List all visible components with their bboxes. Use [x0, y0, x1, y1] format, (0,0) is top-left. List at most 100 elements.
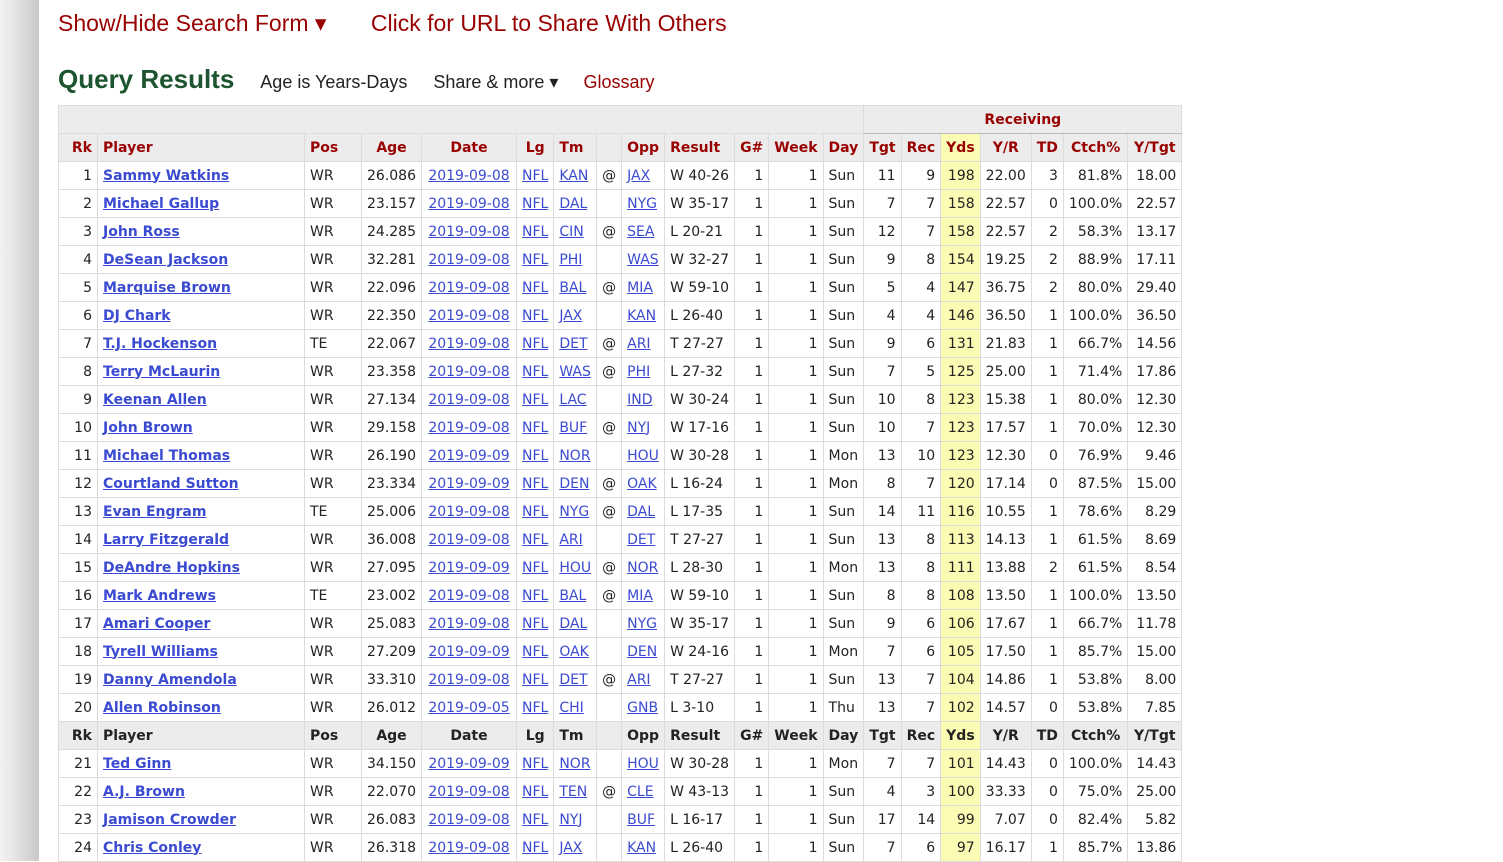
date-link[interactable]: 2019-09-08	[428, 223, 510, 240]
col-header-day[interactable]: Day	[822, 721, 865, 750]
date-link[interactable]: 2019-09-08	[428, 307, 510, 324]
lg-link[interactable]: NFL	[522, 643, 549, 660]
opp-link[interactable]: JAX	[627, 167, 651, 184]
tm-link[interactable]: TEN	[559, 783, 588, 800]
lg-link[interactable]: NFL	[522, 251, 549, 268]
opp-link[interactable]: IND	[627, 391, 653, 408]
tm-link[interactable]: DAL	[559, 615, 588, 632]
date-link[interactable]: 2019-09-08	[428, 419, 510, 436]
lg-link[interactable]: NFL	[522, 671, 549, 688]
date-link[interactable]: 2019-09-09	[428, 559, 510, 576]
player-link[interactable]: Ted Ginn	[103, 755, 172, 772]
col-header-player[interactable]: Player	[97, 133, 305, 162]
opp-link[interactable]: DAL	[627, 503, 656, 520]
tm-link[interactable]: BAL	[559, 587, 587, 604]
date-link[interactable]: 2019-09-08	[428, 839, 510, 856]
date-link[interactable]: 2019-09-09	[428, 643, 510, 660]
col-header-date[interactable]: Date	[421, 133, 517, 162]
lg-link[interactable]: NFL	[522, 531, 549, 548]
lg-link[interactable]: NFL	[522, 615, 549, 632]
opp-link[interactable]: OAK	[627, 475, 657, 492]
tm-link[interactable]: OAK	[559, 643, 589, 660]
col-header-yds[interactable]: Yds	[940, 721, 981, 750]
col-header-at[interactable]	[596, 133, 623, 162]
col-header-day[interactable]: Day	[822, 133, 865, 162]
col-header-y-r[interactable]: Y/R	[979, 721, 1032, 750]
player-link[interactable]: T.J. Hockenson	[103, 335, 218, 352]
date-link[interactable]: 2019-09-08	[428, 503, 510, 520]
player-link[interactable]: Allen Robinson	[103, 699, 221, 716]
tm-link[interactable]: DET	[559, 335, 588, 352]
opp-link[interactable]: HOU	[627, 447, 659, 464]
col-header-week[interactable]: Week	[768, 721, 824, 750]
opp-link[interactable]: KAN	[627, 307, 657, 324]
tm-link[interactable]: NYG	[559, 503, 590, 520]
lg-link[interactable]: NFL	[522, 167, 549, 184]
date-link[interactable]: 2019-09-09	[428, 755, 510, 772]
tm-link[interactable]: LAC	[559, 391, 587, 408]
col-header-lg[interactable]: Lg	[515, 133, 555, 162]
opp-link[interactable]: KAN	[627, 839, 657, 856]
opp-link[interactable]: SEA	[627, 223, 655, 240]
col-header-game-num[interactable]: G#	[734, 721, 770, 750]
date-link[interactable]: 2019-09-08	[428, 671, 510, 688]
col-header-y-tgt[interactable]: Y/Tgt	[1127, 133, 1183, 162]
opp-link[interactable]: MIA	[627, 279, 653, 296]
col-header-yds[interactable]: Yds	[940, 133, 981, 162]
date-link[interactable]: 2019-09-09	[428, 447, 510, 464]
player-link[interactable]: Larry Fitzgerald	[103, 531, 230, 548]
col-header-rec[interactable]: Rec	[900, 133, 942, 162]
tm-link[interactable]: JAX	[559, 307, 583, 324]
col-header-ctch-pct[interactable]: Ctch%	[1062, 721, 1129, 750]
col-header-week[interactable]: Week	[768, 133, 824, 162]
lg-link[interactable]: NFL	[522, 811, 549, 828]
tm-link[interactable]: DAL	[559, 195, 588, 212]
lg-link[interactable]: NFL	[522, 391, 549, 408]
player-link[interactable]: Mark Andrews	[103, 587, 216, 604]
player-link[interactable]: Evan Engram	[103, 503, 207, 520]
opp-link[interactable]: NYG	[627, 195, 657, 212]
col-header-player[interactable]: Player	[97, 721, 305, 750]
date-link[interactable]: 2019-09-05	[428, 699, 510, 716]
date-link[interactable]: 2019-09-08	[428, 251, 510, 268]
tm-link[interactable]: ARI	[559, 531, 583, 548]
tm-link[interactable]: HOU	[559, 559, 592, 576]
col-header-rk[interactable]: Rk	[58, 133, 98, 162]
col-header-ctch-pct[interactable]: Ctch%	[1062, 133, 1129, 162]
col-header-opp[interactable]: Opp	[621, 721, 666, 750]
player-link[interactable]: Michael Gallup	[103, 195, 220, 212]
opp-link[interactable]: ARI	[627, 671, 651, 688]
player-link[interactable]: DeSean Jackson	[103, 251, 229, 268]
player-link[interactable]: DJ Chark	[103, 307, 171, 324]
lg-link[interactable]: NFL	[522, 783, 549, 800]
show-hide-search-form-link[interactable]: Show/Hide Search Form ▾	[58, 10, 327, 36]
date-link[interactable]: 2019-09-08	[428, 335, 510, 352]
lg-link[interactable]: NFL	[522, 447, 549, 464]
lg-link[interactable]: NFL	[522, 839, 549, 856]
col-header-at[interactable]	[596, 721, 623, 750]
tm-link[interactable]: KAN	[559, 167, 589, 184]
date-link[interactable]: 2019-09-08	[428, 391, 510, 408]
col-header-rk[interactable]: Rk	[58, 721, 98, 750]
player-link[interactable]: Danny Amendola	[103, 671, 237, 688]
col-header-age[interactable]: Age	[361, 133, 422, 162]
player-link[interactable]: Terry McLaurin	[103, 363, 221, 380]
tm-link[interactable]: BUF	[559, 419, 588, 436]
player-link[interactable]: DeAndre Hopkins	[103, 559, 240, 576]
col-header-lg[interactable]: Lg	[515, 721, 555, 750]
col-header-tgt[interactable]: Tgt	[863, 133, 902, 162]
opp-link[interactable]: NYJ	[627, 419, 651, 436]
col-header-result[interactable]: Result	[664, 721, 736, 750]
tm-link[interactable]: DET	[559, 671, 588, 688]
date-link[interactable]: 2019-09-08	[428, 615, 510, 632]
glossary-link[interactable]: Glossary	[583, 72, 655, 92]
col-header-date[interactable]: Date	[421, 721, 517, 750]
col-header-tgt[interactable]: Tgt	[863, 721, 902, 750]
opp-link[interactable]: DEN	[627, 643, 658, 660]
col-header-pos[interactable]: Pos	[304, 721, 362, 750]
date-link[interactable]: 2019-09-08	[428, 783, 510, 800]
player-link[interactable]: John Ross	[103, 223, 180, 240]
col-header-age[interactable]: Age	[361, 721, 422, 750]
player-link[interactable]: Jamison Crowder	[103, 811, 236, 828]
opp-link[interactable]: WAS	[627, 251, 659, 268]
